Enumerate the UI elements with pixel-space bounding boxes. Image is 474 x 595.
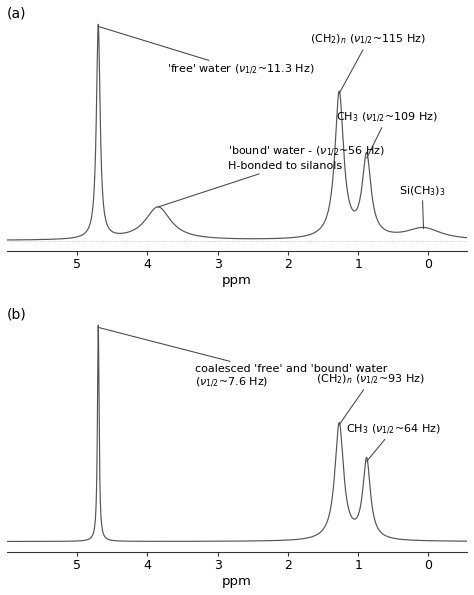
- Text: (b): (b): [7, 308, 27, 322]
- Text: 'free' water ($\nu_{1/2}$~11.3 Hz): 'free' water ($\nu_{1/2}$~11.3 Hz): [98, 26, 315, 77]
- X-axis label: ppm: ppm: [222, 274, 252, 287]
- Text: (CH$_2$)$_n$ ($\nu_{1/2}$~93 Hz): (CH$_2$)$_n$ ($\nu_{1/2}$~93 Hz): [316, 373, 425, 425]
- Text: coalesced 'free' and 'bound' water
($\nu_{1/2}$~7.6 Hz): coalesced 'free' and 'bound' water ($\nu…: [98, 327, 388, 390]
- Text: Si(CH$_3$)$_3$: Si(CH$_3$)$_3$: [399, 184, 446, 228]
- Text: (CH$_2$)$_n$ ($\nu_{1/2}$~115 Hz): (CH$_2$)$_n$ ($\nu_{1/2}$~115 Hz): [310, 33, 426, 93]
- X-axis label: ppm: ppm: [222, 575, 252, 588]
- Text: CH$_3$ ($\nu_{1/2}$~109 Hz): CH$_3$ ($\nu_{1/2}$~109 Hz): [336, 111, 438, 158]
- Text: 'bound' water - ($\nu_{1/2}$~56 Hz)
H-bonded to silanols: 'bound' water - ($\nu_{1/2}$~56 Hz) H-bo…: [158, 145, 385, 207]
- Text: (a): (a): [7, 7, 27, 21]
- Text: CH$_3$ ($\nu_{1/2}$~64 Hz): CH$_3$ ($\nu_{1/2}$~64 Hz): [346, 422, 440, 462]
